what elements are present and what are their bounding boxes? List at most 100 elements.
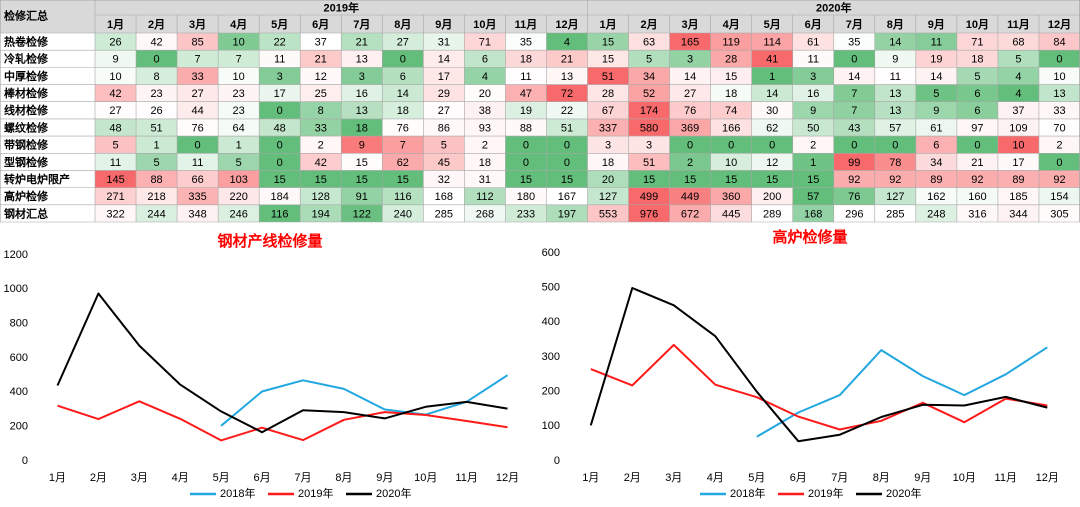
heat-cell	[136, 204, 178, 222]
heat-cell	[792, 118, 834, 137]
heat-cell	[833, 118, 875, 137]
heat-cell	[915, 118, 957, 137]
heat-cell	[669, 101, 711, 119]
heat-cell	[751, 204, 793, 222]
heat-cell	[710, 204, 752, 222]
cell-value: 35	[520, 36, 532, 48]
cell-value: 42	[109, 88, 121, 100]
cell-value: 2	[810, 140, 816, 152]
cell-value: 34	[930, 157, 942, 169]
cell-value: 18	[725, 88, 737, 100]
cell-value: 0	[851, 54, 857, 66]
heat-cell	[423, 187, 465, 205]
heat-cell	[997, 33, 1039, 51]
x-tick-label: 9月	[914, 472, 931, 484]
cell-value: 57	[889, 122, 901, 134]
cell-value: 0	[523, 140, 529, 152]
month-header: 12月	[1048, 18, 1071, 31]
x-tick-label: 5月	[748, 472, 765, 484]
heat-cell	[177, 153, 219, 171]
heat-cell	[218, 84, 260, 102]
cell-value: 34	[643, 71, 655, 83]
month-header: 6月	[805, 18, 822, 31]
heat-cell	[341, 170, 383, 188]
cell-value: 122	[353, 208, 371, 220]
heat-cell	[915, 67, 957, 85]
cell-value: 15	[356, 174, 368, 186]
x-tick-label: 1月	[49, 472, 66, 484]
cell-value: 15	[274, 174, 286, 186]
cell-value: 180	[517, 191, 535, 203]
heat-cell	[587, 33, 629, 51]
cell-value: 22	[561, 105, 573, 117]
cell-value: 6	[933, 140, 939, 152]
cell-value: 15	[725, 71, 737, 83]
heat-cell	[628, 118, 670, 137]
x-tick-label: 8月	[873, 472, 890, 484]
cell-value: 3	[810, 71, 816, 83]
heat-cell	[751, 67, 793, 85]
heat-cell	[218, 50, 260, 68]
cell-value: 37	[315, 36, 327, 48]
heat-cell	[341, 118, 383, 137]
cell-value: 92	[889, 174, 901, 186]
heat-cell	[95, 101, 137, 119]
x-tick-label: 5月	[213, 472, 230, 484]
legend-label: 2020年	[886, 486, 921, 500]
cell-value: 44	[191, 105, 203, 117]
cell-value: 76	[397, 122, 409, 134]
cell-value: 51	[643, 157, 655, 169]
cell-value: 27	[191, 88, 203, 100]
heat-cell	[177, 118, 219, 137]
heat-cell	[300, 33, 342, 51]
cell-value: 116	[394, 191, 412, 203]
heat-cell	[546, 118, 588, 137]
cell-value: 27	[684, 88, 696, 100]
heat-cell	[751, 170, 793, 188]
cell-value: 167	[558, 191, 576, 203]
cell-value: 18	[397, 105, 409, 117]
cell-value: 89	[1012, 174, 1024, 186]
heat-cell	[259, 187, 301, 205]
month-header: 9月	[435, 18, 452, 31]
heat-cell	[464, 33, 506, 51]
cell-value: 92	[1053, 174, 1065, 186]
heat-cell	[259, 170, 301, 188]
heat-cell	[382, 187, 424, 205]
cell-value: 128	[312, 191, 330, 203]
heat-cell	[505, 50, 547, 68]
cell-value: 6	[974, 105, 980, 117]
heat-cell	[710, 187, 752, 205]
cell-value: 127	[886, 191, 904, 203]
cell-value: 21	[561, 54, 573, 66]
month-header: 2月	[641, 18, 658, 31]
cell-value: 335	[188, 191, 206, 203]
heat-cell	[833, 50, 875, 68]
cell-value: 0	[769, 140, 775, 152]
heat-cell	[505, 101, 547, 119]
heat-cell	[546, 153, 588, 171]
x-tick-label: 10月	[953, 472, 976, 484]
cell-value: 119	[722, 36, 740, 48]
heat-cell	[587, 84, 629, 102]
heat-cell	[1038, 153, 1080, 171]
heat-cell	[382, 101, 424, 119]
heat-cell	[505, 204, 547, 222]
heat-cell	[874, 153, 916, 171]
header-bg	[0, 0, 1080, 33]
heat-cell	[874, 33, 916, 51]
heat-cell	[669, 187, 711, 205]
cell-value: 672	[681, 208, 699, 220]
cell-value: 109	[1009, 122, 1027, 134]
heat-cell	[177, 84, 219, 102]
heat-cell	[833, 101, 875, 119]
legend-label: 2020年	[376, 486, 411, 500]
cell-value: 3	[605, 140, 611, 152]
x-tick-label: 1月	[582, 472, 599, 484]
heat-cell	[587, 204, 629, 222]
heat-cell	[874, 84, 916, 102]
cell-value: 145	[106, 174, 124, 186]
cell-value: 10	[109, 71, 121, 83]
heat-cell	[95, 84, 137, 102]
